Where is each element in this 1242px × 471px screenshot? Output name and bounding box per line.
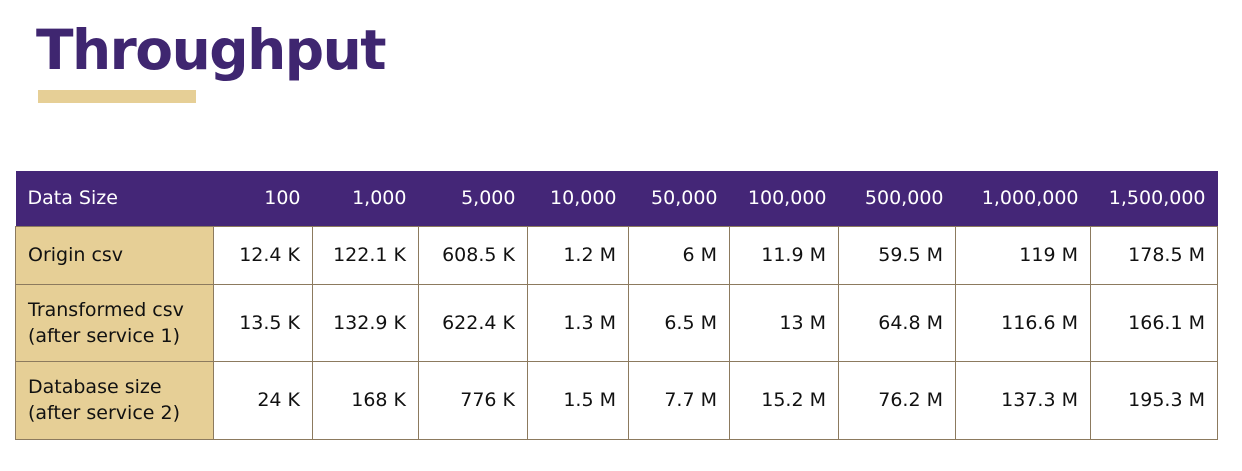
table-cell: 13 M bbox=[729, 283, 839, 362]
table-cell: 1.3 M bbox=[527, 283, 629, 362]
column-header: 1,000,000 bbox=[955, 171, 1091, 226]
table-cell: 122.1 K bbox=[312, 225, 419, 285]
column-header: 1,500,000 bbox=[1090, 171, 1218, 226]
column-header: 5,000 bbox=[418, 171, 528, 226]
table-cell: 59.5 M bbox=[838, 225, 956, 285]
column-header: 100,000 bbox=[729, 171, 839, 226]
title-underline bbox=[38, 90, 196, 103]
column-header: 100 bbox=[213, 171, 313, 226]
table-cell: 137.3 M bbox=[955, 360, 1091, 440]
row-label: Database size (after service 2) bbox=[15, 360, 214, 440]
row-label: Origin csv bbox=[15, 225, 214, 285]
column-header: 1,000 bbox=[312, 171, 419, 226]
table-cell: 76.2 M bbox=[838, 360, 956, 440]
column-header: 10,000 bbox=[527, 171, 629, 226]
table-cell: 119 M bbox=[955, 225, 1091, 285]
table-row: Database size (after service 2) 24 K 168… bbox=[15, 360, 1218, 440]
table-cell: 6 M bbox=[628, 225, 730, 285]
table-cell: 178.5 M bbox=[1090, 225, 1218, 285]
table-cell: 15.2 M bbox=[729, 360, 839, 440]
table-cell: 13.5 K bbox=[213, 283, 313, 362]
table-cell: 6.5 M bbox=[628, 283, 730, 362]
table-cell: 776 K bbox=[418, 360, 528, 440]
column-header-data-size: Data Size bbox=[15, 171, 214, 226]
table-cell: 1.2 M bbox=[527, 225, 629, 285]
table-cell: 1.5 M bbox=[527, 360, 629, 440]
row-label: Transformed csv (after service 1) bbox=[15, 283, 214, 362]
table-cell: 622.4 K bbox=[418, 283, 528, 362]
table-cell: 116.6 M bbox=[955, 283, 1091, 362]
throughput-table: Data Size 100 1,000 5,000 10,000 50,000 … bbox=[15, 171, 1218, 440]
column-header: 50,000 bbox=[628, 171, 730, 226]
page-title: Throughput bbox=[36, 18, 387, 82]
table-cell: 608.5 K bbox=[418, 225, 528, 285]
table-cell: 7.7 M bbox=[628, 360, 730, 440]
table-cell: 166.1 M bbox=[1090, 283, 1218, 362]
table-cell: 24 K bbox=[213, 360, 313, 440]
table-cell: 11.9 M bbox=[729, 225, 839, 285]
table-row: Transformed csv (after service 1) 13.5 K… bbox=[15, 283, 1218, 362]
table-cell: 132.9 K bbox=[312, 283, 419, 362]
table-row: Origin csv 12.4 K 122.1 K 608.5 K 1.2 M … bbox=[15, 225, 1218, 285]
table-cell: 168 K bbox=[312, 360, 419, 440]
table-cell: 64.8 M bbox=[838, 283, 956, 362]
table-header-row: Data Size 100 1,000 5,000 10,000 50,000 … bbox=[15, 171, 1218, 226]
table-cell: 195.3 M bbox=[1090, 360, 1218, 440]
column-header: 500,000 bbox=[838, 171, 956, 226]
table-cell: 12.4 K bbox=[213, 225, 313, 285]
